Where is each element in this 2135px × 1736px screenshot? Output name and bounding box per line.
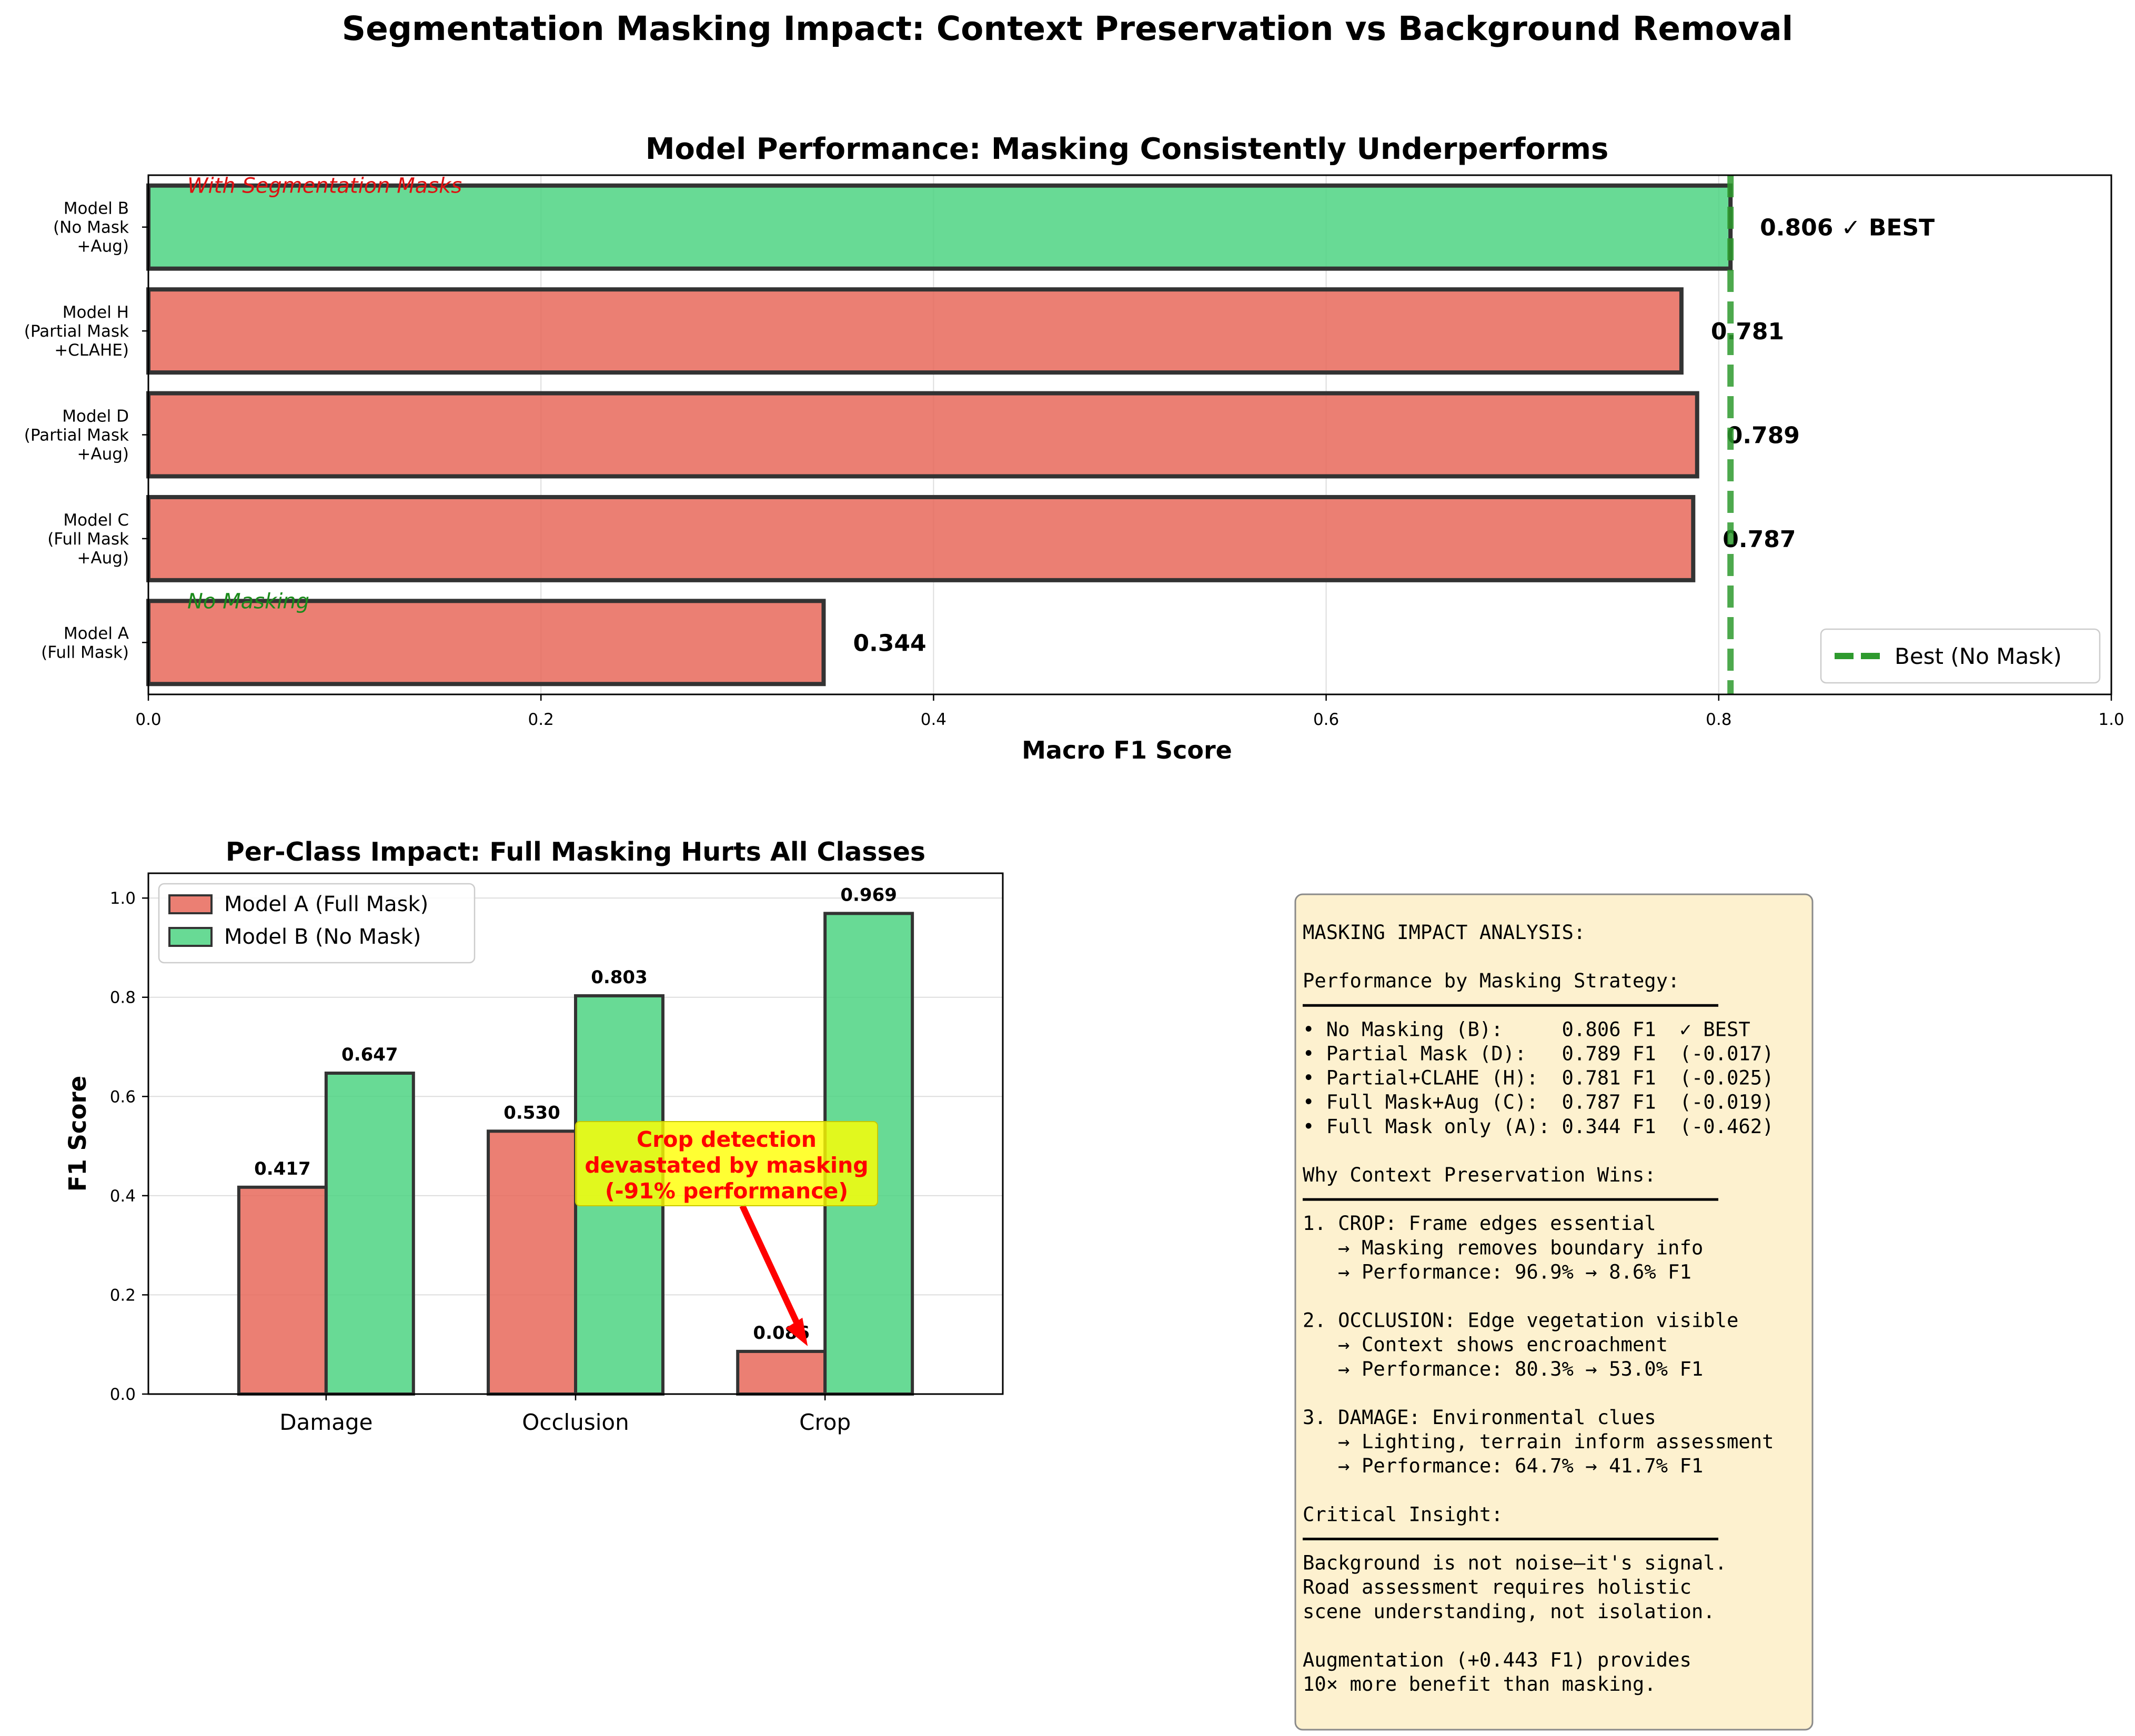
x-tick-label: 0.6 [1313, 710, 1339, 729]
class-bar [487, 1129, 578, 1396]
legend-swatch [168, 894, 213, 914]
model-performance-title: Model Performance: Masking Consistently … [646, 132, 1609, 166]
class-bar [324, 1071, 415, 1396]
y-tick-label: 0.2 [110, 1286, 136, 1305]
figure-suptitle: Segmentation Masking Impact: Context Pre… [342, 9, 1794, 48]
model-bar [146, 391, 1699, 479]
textbox-line: • Full Mask+Aug (C): 0.787 F1 (-0.019) [1303, 1091, 1774, 1114]
textbox-line: → Context shows encroachment [1303, 1333, 1668, 1356]
model-bar [146, 287, 1684, 375]
textbox-line: → Performance: 96.9% → 8.6% F1 [1303, 1260, 1691, 1283]
per-class-title: Per-Class Impact: Full Masking Hurts All… [226, 837, 925, 867]
x-category-label: Crop [799, 1409, 851, 1435]
legend-label: Model A (Full Mask) [224, 892, 428, 916]
plot-frame [147, 174, 2112, 695]
annotation-text: devastated by masking [585, 1153, 868, 1178]
y-tick-label: 1.0 [110, 889, 136, 908]
plot-frame [147, 872, 1004, 1395]
bar-value-label: 0.417 [254, 1158, 311, 1179]
annotation-arrow-shaft [739, 1204, 803, 1332]
textbox-line: scene understanding, not isolation. [1303, 1600, 1715, 1623]
class-bar [736, 1349, 827, 1396]
y-tick-label: 0.4 [110, 1187, 136, 1206]
textbox-line: Road assessment requires holistic [1303, 1576, 1691, 1599]
textbox-line: Performance by Masking Strategy: [1303, 969, 1679, 992]
group-label: No Masking [187, 589, 309, 613]
annotation-arrow-head [785, 1317, 808, 1346]
model-performance-chart: Model Performance: Masking Consistently … [24, 132, 2124, 764]
legend-label: Model B (No Mask) [224, 925, 421, 949]
bar-value-label: 0.647 [341, 1044, 398, 1065]
legend-box [1820, 628, 2101, 684]
bar-value-label: 0.806 ✓ BEST [1760, 215, 1935, 241]
x-tick-label: 0.0 [135, 710, 161, 729]
bar-value-label: 0.789 [1727, 422, 1800, 449]
bar-value-label: 0.344 [853, 630, 926, 657]
annotation-text: (-91% performance) [605, 1178, 848, 1204]
x-tick-label: 0.8 [1706, 710, 1731, 729]
x-category-label: Occlusion [522, 1409, 629, 1435]
bar-value-label: 0.530 [503, 1102, 560, 1123]
textbox-line: • Partial Mask (D): 0.789 F1 (-0.017) [1303, 1042, 1774, 1065]
x-tick-label: 1.0 [2098, 710, 2124, 729]
textbox-line: • No Masking (B): 0.806 F1 ✓ BEST [1303, 1017, 1750, 1041]
textbox-line: 1. CROP: Frame edges essential [1303, 1212, 1656, 1235]
textbox-line: 2. OCCLUSION: Edge vegetation visible [1303, 1309, 1738, 1332]
category-label: Model A (Full Mask) [41, 624, 129, 662]
y-tick-label: 0.8 [110, 988, 136, 1007]
textbox-line: → Masking removes boundary info [1303, 1236, 1703, 1259]
textbox-line: MASKING IMPACT ANALYSIS: [1303, 921, 1585, 944]
textbox-line: → Performance: 64.7% → 41.7% F1 [1303, 1454, 1703, 1477]
textbox-line: • Partial+CLAHE (H): 0.781 F1 (-0.025) [1303, 1066, 1774, 1089]
annotation-text: Crop detection [637, 1127, 817, 1152]
category-label: Model B (No Mask +Aug) [53, 199, 129, 256]
legend-label: Best (No Mask) [1895, 643, 2062, 669]
y-tick-label: 0.6 [110, 1087, 136, 1106]
category-label: Model H (Partial Mask +CLAHE) [24, 303, 129, 360]
bar-value-label: 0.969 [840, 884, 897, 905]
x-tick-label: 0.4 [921, 710, 946, 729]
per-class-impact-chart: Per-Class Impact: Full Masking Hurts All… [64, 837, 1004, 1435]
bar-value-label: 0.803 [591, 967, 648, 988]
analysis-text-panel: MASKING IMPACT ANALYSIS: Performance by M… [1294, 893, 1814, 1731]
bar-value-label: 0.781 [1711, 318, 1784, 345]
legend-box [158, 883, 476, 964]
textbox-line: 10× more benefit than masking. [1303, 1672, 1656, 1695]
model-bar [146, 183, 1733, 271]
analysis-text-box [1294, 893, 1814, 1731]
model-performance-xlabel: Macro F1 Score [1022, 736, 1232, 764]
x-category-label: Damage [279, 1409, 372, 1435]
per-class-ylabel: F1 Score [64, 1076, 92, 1192]
textbox-line: → Lighting, terrain inform assessment [1303, 1430, 1774, 1453]
textbox-line: Augmentation (+0.443 F1) provides [1303, 1648, 1691, 1671]
textbox-line: 3. DAMAGE: Environmental clues [1303, 1406, 1656, 1429]
textbox-line: → Performance: 80.3% → 53.0% F1 [1303, 1357, 1703, 1380]
textbox-line: Critical Insight: [1303, 1502, 1503, 1526]
bar-value-label: 0.787 [1723, 526, 1796, 553]
textbox-line: Background is not noise—it's signal. [1303, 1551, 1727, 1574]
category-label: Model D (Partial Mask +Aug) [24, 407, 129, 464]
legend-swatch [168, 927, 213, 947]
category-label: Model C (Full Mask +Aug) [47, 511, 129, 568]
textbox-line: • Full Mask only (A): 0.344 F1 (-0.462) [1303, 1115, 1774, 1138]
group-label: With Segmentation Masks [187, 174, 462, 198]
model-bar [146, 494, 1696, 582]
y-tick-label: 0.0 [110, 1385, 136, 1404]
annotation-box [575, 1121, 878, 1206]
x-tick-label: 0.2 [528, 710, 554, 729]
textbox-line: Why Context Preservation Wins: [1303, 1163, 1656, 1186]
class-bar [237, 1185, 328, 1396]
